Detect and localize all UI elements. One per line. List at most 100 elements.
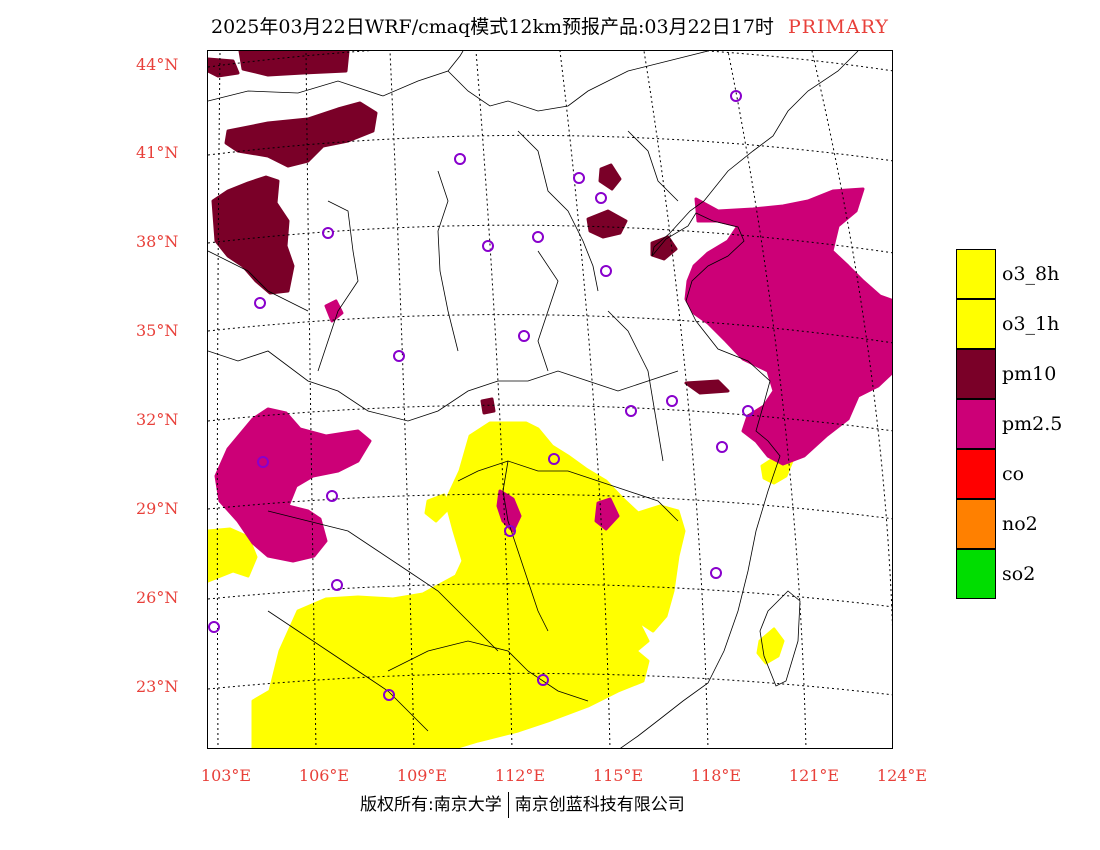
- pm10-area-corner: [208, 57, 240, 78]
- legend-label: o3_8h: [1002, 263, 1060, 285]
- border-inner-9: [607, 310, 664, 462]
- station-marker: [518, 330, 530, 342]
- border-inner-6: [267, 510, 499, 652]
- border-north: [208, 51, 464, 102]
- border-inner-12: [537, 250, 559, 372]
- o3-area-south: [251, 421, 686, 748]
- legend-item-o3-1h: o3_1h: [956, 299, 1096, 349]
- lat-label-35n: 35°N: [136, 321, 179, 340]
- legend-swatch: [956, 399, 996, 449]
- o3-areas: [208, 421, 794, 748]
- station-marker: [742, 405, 754, 417]
- pm25-areas: [214, 187, 892, 563]
- lat-label-38n: 38°N: [136, 232, 179, 251]
- boundaries: [208, 51, 859, 748]
- map-title: 2025年03月22日WRF/cmaq模式12km预报产品:03月22日17时 P…: [0, 12, 1100, 39]
- lon-label-103e: 103°E: [200, 766, 252, 785]
- legend-label: co: [1002, 463, 1025, 485]
- pm10-areas: [208, 51, 730, 415]
- station-marker: [504, 525, 516, 537]
- pm10-area-hubei: [480, 397, 496, 415]
- legend-item-so2: so2: [956, 549, 1096, 599]
- station-marker: [254, 297, 266, 309]
- lon-label-121e: 121°E: [788, 766, 840, 785]
- border-inner-13: [627, 130, 679, 202]
- legend-label: o3_1h: [1002, 313, 1060, 335]
- legend-swatch: [956, 449, 996, 499]
- station-marker: [326, 490, 338, 502]
- pm25-area-southwest: [214, 407, 372, 563]
- legend-swatch: [956, 499, 996, 549]
- station-marker: [537, 674, 549, 686]
- station-marker: [482, 240, 494, 252]
- station-marker: [454, 153, 466, 165]
- coastline: [620, 51, 859, 748]
- pm10-area-west: [211, 175, 295, 295]
- title-text: 2025年03月22日WRF/cmaq模式12km预报产品:03月22日17时: [211, 16, 774, 38]
- graticule: [208, 51, 892, 748]
- legend-item-no2: no2: [956, 499, 1096, 549]
- border-inner-14: [208, 250, 309, 312]
- station-marker: [208, 621, 220, 633]
- o3-area-southwest: [208, 527, 258, 583]
- station-marker: [600, 265, 612, 277]
- border-inner-7: [457, 460, 679, 522]
- pollutant-legend: o3_8h o3_1h pm10 pm2.5 co no2 so2: [956, 249, 1096, 599]
- lon-label-106e: 106°E: [298, 766, 350, 785]
- station-marker: [331, 579, 343, 591]
- legend-label: pm2.5: [1002, 413, 1063, 435]
- legend-label: so2: [1002, 563, 1036, 585]
- pm10-area-beijing: [598, 163, 622, 191]
- border-inner-2: [517, 130, 599, 292]
- lon-label-115e: 115°E: [592, 766, 644, 785]
- legend-label: pm10: [1002, 363, 1057, 385]
- border-inner-11: [267, 610, 429, 732]
- pm10-area-north2: [224, 101, 378, 168]
- legend-swatch: [956, 549, 996, 599]
- legend-swatch: [956, 299, 996, 349]
- station-marker: [573, 172, 585, 184]
- border-inner-10: [387, 640, 589, 702]
- pm10-area-hebei: [586, 209, 628, 239]
- station-marker: [548, 453, 560, 465]
- lat-label-44n: 44°N: [136, 55, 179, 74]
- legend-item-pm10: pm10: [956, 349, 1096, 399]
- pm25-area-east: [684, 187, 892, 466]
- lon-label-112e: 112°E: [494, 766, 546, 785]
- station-marker: [716, 441, 728, 453]
- border-inner-3: [437, 170, 459, 352]
- legend-swatch: [956, 249, 996, 299]
- primary-tag: PRIMARY: [787, 16, 889, 38]
- legend-label: no2: [1002, 513, 1038, 535]
- lat-label-29n: 29°N: [136, 499, 179, 518]
- station-marker: [625, 405, 637, 417]
- o3-area-taiwan: [756, 627, 785, 665]
- border-inner-4: [317, 200, 359, 372]
- lat-label-26n: 26°N: [136, 588, 179, 607]
- lat-label-41n: 41°N: [136, 143, 179, 162]
- pm25-area-hunan: [496, 489, 522, 533]
- lat-label-32n: 32°N: [136, 410, 179, 429]
- pm25-area-central: [594, 497, 620, 531]
- lon-label-109e: 109°E: [396, 766, 448, 785]
- map-canvas: [208, 51, 892, 748]
- legend-item-o3-8h: o3_8h: [956, 249, 1096, 299]
- border-inner-1: [447, 51, 709, 112]
- legend-item-pm25: pm2.5: [956, 399, 1096, 449]
- station-marker: [710, 567, 722, 579]
- station-marker: [322, 227, 334, 239]
- copyright-left: 版权所有:南京大学: [360, 795, 502, 815]
- copyright-footer: 版权所有:南京大学 南京创蓝科技有限公司: [360, 790, 685, 818]
- station-marker: [532, 231, 544, 243]
- station-marker: [666, 395, 678, 407]
- legend-item-co: co: [956, 449, 1096, 499]
- station-marker: [257, 456, 269, 468]
- map-panel: [207, 50, 893, 749]
- o3-area-mid: [628, 521, 662, 568]
- pm10-area-north: [238, 51, 350, 77]
- station-marker: [730, 90, 742, 102]
- lon-label-124e: 124°E: [876, 766, 928, 785]
- lon-label-118e: 118°E: [690, 766, 742, 785]
- legend-swatch: [956, 349, 996, 399]
- copyright-right: 南京创蓝科技有限公司: [514, 795, 685, 815]
